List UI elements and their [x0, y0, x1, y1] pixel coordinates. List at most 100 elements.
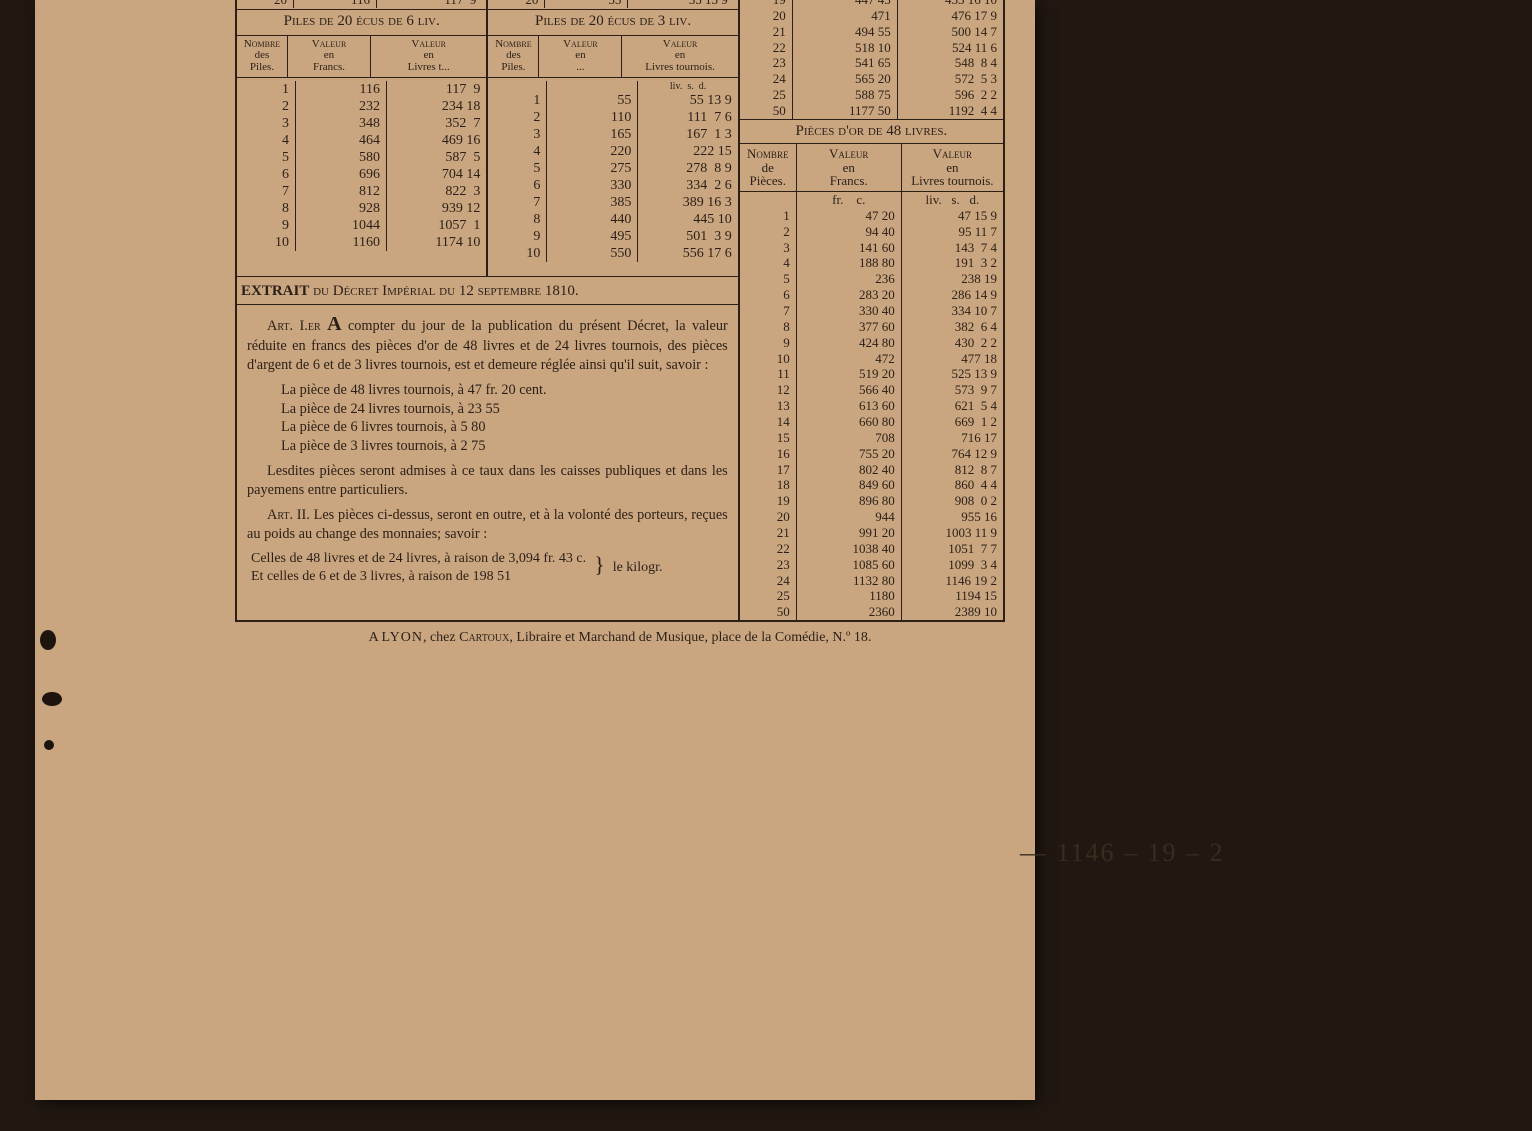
p3-h1: NombredesPiles.: [488, 36, 539, 77]
p6-h3: ValeurenLivres t...: [371, 36, 487, 77]
brace-icon: }: [590, 550, 609, 587]
table-row: 7330 40334 10 7: [740, 303, 1003, 319]
table-row: 21494 55500 14 7: [740, 24, 1003, 40]
or48-sub-lt: liv. s. d.: [901, 191, 1003, 208]
table-row: 22518 10524 11 6: [740, 40, 1003, 56]
rate48: Celles de 48 livres et de 24 livres, à r…: [247, 550, 590, 568]
table-row: 10472477 18: [740, 351, 1003, 367]
table-row: 24565 20572 5 3: [740, 71, 1003, 87]
frag-a: 116: [294, 0, 377, 8]
table-row: 2511801194 15: [740, 588, 1003, 604]
table-row: 231085 601099 3 4: [740, 557, 1003, 573]
art1: Art. I.er A compter du jour de la public…: [247, 311, 728, 375]
table-row: 15555 13 9: [488, 92, 737, 109]
kilo-rates: Celles de 48 livres et de 24 livres, à r…: [247, 550, 666, 587]
frag2-a: 55: [545, 0, 628, 8]
table-row: 9495501 3 9: [488, 228, 737, 245]
table-row: 294 4095 11 7: [740, 224, 1003, 240]
piece-line: La pièce de 48 livres tournois, à 47 fr.…: [281, 381, 728, 400]
piece-line: La pièce de 6 livres tournois, à 5 80: [281, 418, 728, 437]
frag-b: 117 9: [377, 0, 483, 8]
table-row: 16755 20764 12 9: [740, 446, 1003, 462]
table-row: 13613 60621 5 4: [740, 398, 1003, 414]
piece-line: La pièce de 24 livres tournois, à 23 55: [281, 400, 728, 419]
table-row: 18849 60860 4 4: [740, 477, 1003, 493]
frag-n: 20: [241, 0, 294, 8]
table-row: 501177 501192 4 4: [740, 103, 1003, 119]
table-row: 23541 65548 8 4: [740, 55, 1003, 71]
table-row: 4188 80191 3 2: [740, 255, 1003, 271]
p6-h2: ValeurenFrancs.: [288, 36, 371, 77]
print-block: 20 116 117 9 20 55 55 13 9: [235, 0, 1005, 646]
table-row: 6283 20286 14 9: [740, 287, 1003, 303]
table-row: 10550556 17 6: [488, 245, 737, 262]
table-row: 5023602389 10: [740, 604, 1003, 620]
frag2-n: 20: [492, 0, 545, 8]
table-row: 25588 75596 2 2: [740, 87, 1003, 103]
or48-h2: ValeurenFrancs.: [796, 144, 901, 191]
or48-h3: ValeurenLivres tournois.: [901, 144, 1003, 191]
piece-list: La pièce de 48 livres tournois, à 47 fr.…: [281, 381, 728, 456]
imprint-footer: A LYON, chez Cartoux, Libraire et Marcha…: [235, 630, 1005, 646]
table-row: 1116117 9: [237, 81, 486, 98]
frag2-b: 55 13 9: [628, 0, 734, 8]
rate6: Et celles de 6 et de 3 livres, à raison …: [247, 568, 590, 586]
or48-h1: NombredePièces.: [740, 144, 797, 191]
ink-blot: [42, 692, 62, 706]
handwritten-note: — 1146 – 19 – 2: [1020, 838, 1225, 868]
table-row: 2232234 18: [237, 98, 486, 115]
document-paper: 20 116 117 9 20 55 55 13 9: [35, 0, 1035, 1100]
table-row: 7812822 3: [237, 183, 486, 200]
table-row: 221038 401051 7 7: [740, 541, 1003, 557]
table-row: 7385389 16 3: [488, 194, 737, 211]
right-upper-table: 19447 45453 16 1020471476 17 921494 5550…: [740, 0, 1003, 119]
table-row: 12566 40573 9 7: [740, 382, 1003, 398]
table-row: 15708716 17: [740, 430, 1003, 446]
table-row: 8440445 10: [488, 211, 737, 228]
table-row: 20471476 17 9: [740, 8, 1003, 24]
ink-blot: [40, 630, 56, 650]
piles3-title: Piles de 20 écus de 3 liv.: [487, 10, 738, 36]
table-row: 5275278 8 9: [488, 160, 737, 177]
table-row: 9424 80430 2 2: [740, 335, 1003, 351]
table-row: 11519 20525 13 9: [740, 366, 1003, 382]
extrait-title-b: EXTRAIT: [241, 283, 309, 299]
table-row: 4464469 16: [237, 132, 486, 149]
outer-table: 20 116 117 9 20 55 55 13 9: [235, 0, 1005, 622]
extrait-title-rest: du Décret Impérial du 12 septembre 1810.: [309, 283, 578, 299]
table-row: 4220222 15: [488, 143, 737, 160]
table-row: 3141 60143 7 4: [740, 240, 1003, 256]
piles6-table: 1116117 92232234 183348352 74464469 1655…: [237, 81, 486, 252]
or48-sub-fr: fr. c.: [796, 191, 901, 208]
table-row: 910441057 1: [237, 217, 486, 234]
piece-line: La pièce de 3 livres tournois, à 2 75: [281, 437, 728, 456]
table-row: 8377 60382 6 4: [740, 319, 1003, 335]
table-row: 6696704 14: [237, 166, 486, 183]
table-row: 21991 201003 11 9: [740, 525, 1003, 541]
p3-h3: ValeurenLivres tournois.: [622, 36, 738, 77]
piles3-table: liv. s. d. 15555 13 92110111 7 63165167 …: [488, 81, 737, 263]
table-row: 5580587 5: [237, 149, 486, 166]
p6-h1: NombredesPiles.: [237, 36, 288, 77]
table-row: 20944955 16: [740, 509, 1003, 525]
table-row: 2110111 7 6: [488, 109, 737, 126]
table-row: 19447 45453 16 10: [740, 0, 1003, 8]
ink-blot: [44, 740, 54, 750]
art2: Art. II. Les pièces ci-dessus, seront en…: [247, 506, 728, 544]
piles6-title: Piles de 20 écus de 6 liv.: [236, 10, 487, 36]
table-row: 19896 80908 0 2: [740, 493, 1003, 509]
table-row: 241132 801146 19 2: [740, 573, 1003, 589]
table-row: 147 2047 15 9: [740, 208, 1003, 224]
table-row: 3165167 1 3: [488, 126, 737, 143]
table-row: 3348352 7: [237, 115, 486, 132]
kilo: le kilogr.: [609, 550, 667, 587]
extrait-body: Art. I.er A compter du jour de la public…: [237, 305, 738, 597]
extrait-title: EXTRAIT du Décret Impérial du 12 septemb…: [237, 276, 738, 305]
table-row: 1011601174 10: [237, 234, 486, 251]
table-row: 6330334 2 6: [488, 177, 737, 194]
p3-h2: Valeuren...: [539, 36, 622, 77]
table-row: 14660 80669 1 2: [740, 414, 1003, 430]
or48-title: Pièces d'or de 48 livres.: [740, 119, 1003, 144]
table-row: 17802 40812 8 7: [740, 462, 1003, 478]
lesdites: Lesdites pièces seront admises à ce taux…: [247, 462, 728, 500]
